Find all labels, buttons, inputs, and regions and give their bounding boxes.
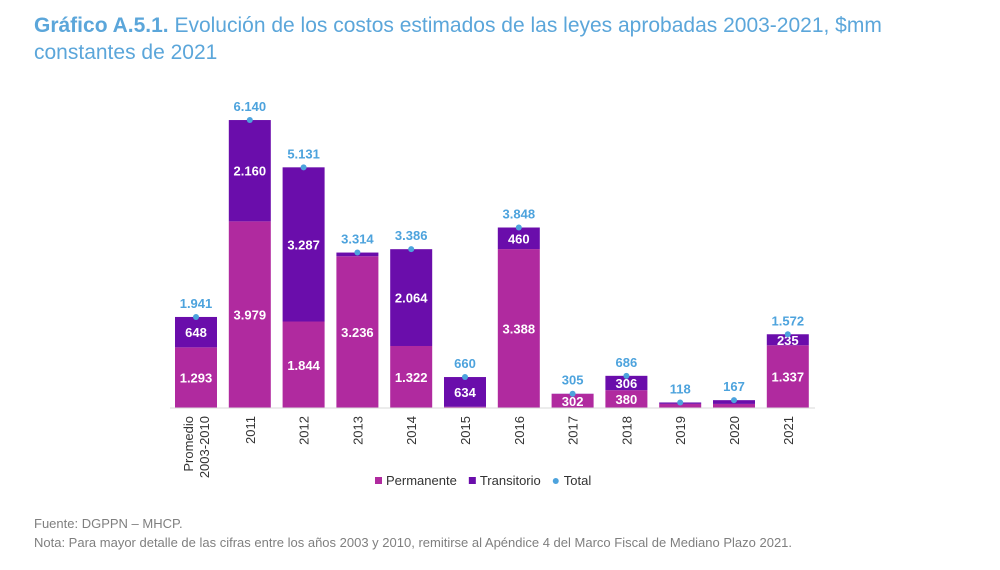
bar-transitorio [605,375,648,391]
label-transitorio: 2.160 [234,164,267,179]
x-tick-label: 2020 [727,416,742,445]
source-note: Fuente: DGPPN – MHCP. [34,516,183,531]
label-total: 305 [562,373,584,388]
bar-permanente [605,390,648,408]
bar-permanente [282,321,325,408]
label-total: 167 [723,379,745,394]
bar-permanente [228,221,271,408]
x-tick-label: Promedio [181,416,196,472]
label-total: 5.131 [287,146,320,161]
label-total: 1.941 [180,296,213,311]
legend-label: Total [564,473,592,488]
point-total [784,331,791,338]
label-transitorio: 3.287 [287,237,320,252]
label-total: 1.572 [772,313,805,328]
label-permanente: 3.236 [341,325,374,340]
bar-transitorio [390,249,433,346]
point-total [677,399,684,406]
label-total: 3.386 [395,228,428,243]
point-total [408,246,415,253]
x-tick-label: 2019 [673,416,688,445]
label-total: 686 [616,355,638,370]
label-transitorio: 235 [777,333,799,348]
label-total: 3.848 [503,207,536,222]
point-total [354,249,361,256]
bar-permanente [551,393,594,408]
label-permanente: 302 [562,394,584,409]
bar-permanente [336,256,379,408]
label-permanente: 3.979 [234,308,267,323]
bar-permanente [175,347,217,408]
bar-permanente [713,403,755,408]
bar-permanente [497,249,540,408]
bar-transitorio [228,120,271,222]
legend-label: Permanente [386,473,457,488]
x-tick-label: 2003-2010 [197,416,212,478]
label-permanente: 1.337 [772,370,805,385]
label-transitorio: 460 [508,231,530,246]
point-total [193,313,199,320]
x-tick-label: 2018 [619,416,634,445]
point-total [246,117,253,123]
bar-transitorio [766,334,809,346]
label-total: 660 [454,356,476,371]
x-tick-label: 2015 [458,416,473,445]
point-total [515,224,522,231]
x-tick-label: 2017 [566,416,581,445]
point-total [731,397,737,404]
legend-swatch [468,477,476,484]
x-tick-label: 2016 [512,416,527,445]
bar-transitorio [444,377,486,407]
bar-permanente [659,403,702,408]
label-transitorio: 2.064 [395,291,428,306]
bar-transitorio [497,227,540,250]
point-total [462,374,468,381]
x-tick-label: 2013 [350,416,365,445]
footnote: Nota: Para mayor detalle de las cifras e… [34,535,793,550]
label-transitorio: 634 [454,385,476,400]
point-total [569,390,576,397]
bar-transitorio [282,167,325,322]
x-tick-label: 2012 [297,416,312,445]
point-total [623,372,630,379]
bar-permanente [444,406,486,408]
bar-transitorio [175,316,217,348]
label-total: 6.140 [234,99,267,114]
legend-swatch [552,478,559,484]
label-permanente: 1.844 [287,358,320,373]
label-permanente: 1.293 [180,371,213,386]
label-transitorio: 648 [185,325,207,340]
x-tick-label: 2014 [404,416,419,445]
bar-permanente [390,345,433,408]
legend-swatch [375,477,382,484]
title-rest: Evolución de los costos estimados de las… [34,14,882,64]
label-total: 118 [670,381,691,396]
label-permanente: 1.322 [395,370,428,385]
label-permanente: 380 [616,392,638,407]
x-tick-label: 2021 [781,416,796,445]
label-total: 3.314 [341,232,374,247]
label-transitorio: 306 [616,376,638,391]
title-bold: Gráfico A.5.1. [34,14,169,37]
chart-title: Gráfico A.5.1. Evolución de los costos e… [34,12,974,66]
bar-permanente [766,345,809,408]
stacked-bar-chart: 1.293 648 1.941 Promedio 2003-2010 3.979 2.160… [170,99,815,488]
point-total [300,164,307,171]
label-permanente: 3.388 [503,322,536,337]
x-tick-label: 2011 [243,416,258,444]
legend-label: Transitorio [480,473,541,488]
